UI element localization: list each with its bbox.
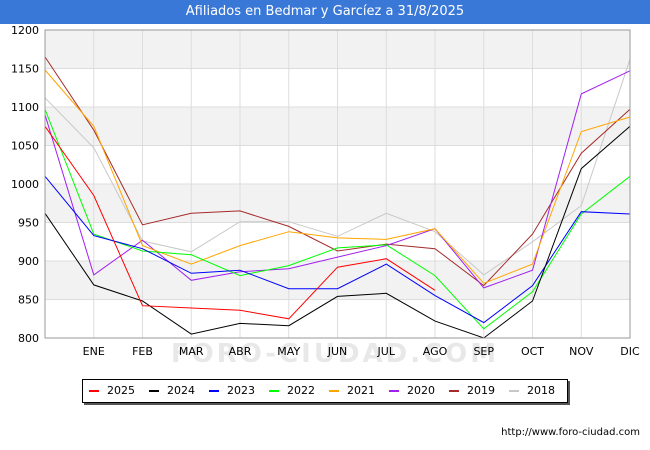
x-tick-label: DIC [620,345,640,358]
y-axis-ticks: 800 850 900 950 1000 1050 1100 1150 1200 [11,24,39,345]
x-tick-label: SEP [473,345,494,358]
x-tick-label: JUL [377,345,396,358]
series-line-2024 [44,125,631,339]
x-tick-label: AGO [423,345,448,358]
series-lines [44,56,631,339]
x-tick-label: ABR [229,345,252,358]
legend-swatch [389,390,399,392]
legend-label: 2024 [167,384,195,397]
legend-swatch [209,390,219,392]
y-tick-label: 1050 [11,140,39,153]
legend-label: 2020 [407,384,435,397]
y-tick-label: 1100 [11,101,39,114]
legend-swatch [149,390,159,392]
series-line-2023 [44,175,631,324]
legend-swatch [269,390,279,392]
x-tick-label: JUN [327,345,348,358]
legend-swatch [449,390,459,392]
legend-item-2022: 2022 [269,380,315,402]
legend-label: 2018 [527,384,555,397]
series-line-2022 [44,109,631,330]
series-line-2021 [44,69,631,284]
legend: 2025 2024 2023 2022 2021 2020 2019 2018 [82,379,568,403]
legend-label: 2023 [227,384,255,397]
watermark: FORO-CIUDAD.COM [171,339,499,369]
chart-title: Afiliados en Bedmar y Garcíez a 31/8/202… [0,0,650,24]
legend-item-2018: 2018 [509,380,555,402]
legend-item-2021: 2021 [329,380,375,402]
legend-swatch [329,390,339,392]
y-tick-label: 900 [18,255,39,268]
x-tick-label: FEB [132,345,153,358]
x-tick-label: MAY [277,345,300,358]
legend-item-2020: 2020 [389,380,435,402]
y-tick-label: 850 [18,294,39,307]
series-line-2020 [44,70,631,289]
y-tick-label: 1200 [11,24,39,37]
x-tick-label: ENE [83,345,105,358]
series-line-2019 [44,56,631,287]
legend-item-2019: 2019 [449,380,495,402]
legend-label: 2025 [107,384,135,397]
source-url: http://www.foro-ciudad.com [501,427,640,438]
y-tick-label: 1000 [11,178,39,191]
plot-frame [44,29,631,339]
legend-label: 2021 [347,384,375,397]
legend-swatch [509,390,519,392]
legend-label: 2022 [287,384,315,397]
legend-item-2025: 2025 [89,380,135,402]
x-tick-label: MAR [179,345,204,358]
y-tick-label: 950 [18,217,39,230]
legend-swatch [89,390,99,392]
series-line-2025 [44,126,436,320]
x-axis-ticks: ENE FEB MAR ABR MAY JUN JUL AGO SEP OCT NOV DIC [83,345,640,358]
legend-item-2024: 2024 [149,380,195,402]
x-tick-label: OCT [521,345,544,358]
y-tick-label: 800 [18,332,39,345]
x-tick-label: NOV [569,345,594,358]
legend-item-2023: 2023 [209,380,255,402]
series-line-2018 [44,59,631,276]
legend-label: 2019 [467,384,495,397]
y-tick-label: 1150 [11,63,39,76]
